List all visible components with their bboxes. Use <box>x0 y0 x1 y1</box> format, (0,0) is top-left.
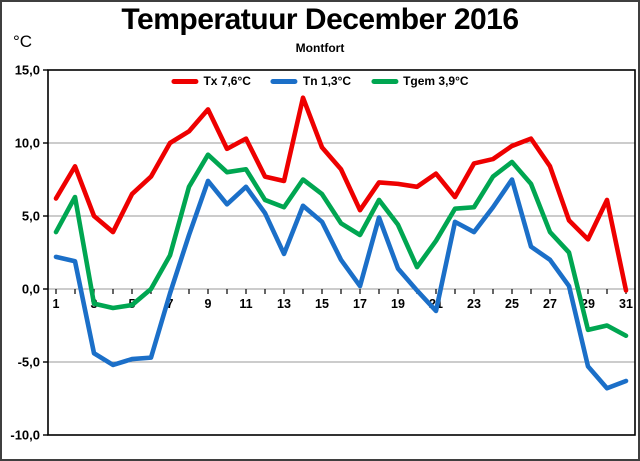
series-line-0 <box>53 95 629 293</box>
tx-line-swatch <box>171 78 199 84</box>
y-tick-label-10: 10,0 <box>15 136 40 151</box>
y-axis-unit-label: °C <box>13 32 33 51</box>
x-tick-label-13: 13 <box>277 297 291 311</box>
x-tick-label-9: 9 <box>205 297 212 311</box>
y-tick-label-15: 15,0 <box>15 63 40 78</box>
x-tick-label-23: 23 <box>467 297 481 311</box>
chart-subtitle: Montfort <box>295 41 345 55</box>
legend-label-tn: Tn 1,3°C <box>302 74 352 88</box>
legend-label-tgem: Tgem 3,9°C <box>403 74 469 88</box>
chart-legend: Tx 7,6°C Tn 1,3°C Tgem 3,9°C <box>171 74 469 88</box>
x-tick-label-19: 19 <box>391 297 405 311</box>
y-tick-label-5: 5,0 <box>22 209 40 224</box>
x-tick-label-11: 11 <box>239 297 252 311</box>
series-line-2 <box>53 152 629 339</box>
tn-line-swatch <box>270 78 298 84</box>
series-line-1 <box>53 177 629 391</box>
legend-item-tn: Tn 1,3°C <box>270 74 352 88</box>
tgem-line-swatch <box>371 78 399 84</box>
chart-title: Temperatuur December 2016 <box>121 3 519 36</box>
y-tick-label--10: -10,0 <box>10 428 40 443</box>
x-tick-label-17: 17 <box>353 297 367 311</box>
x-tick-label-31: 31 <box>619 297 633 311</box>
legend-label-tx: Tx 7,6°C <box>203 74 251 88</box>
plot-frame <box>47 69 636 436</box>
x-tick-label-15: 15 <box>315 297 329 311</box>
legend-item-tgem: Tgem 3,9°C <box>371 74 469 88</box>
x-tick-label-27: 27 <box>543 297 557 311</box>
y-tick-label--5: -5,0 <box>18 355 40 370</box>
legend-item-tx: Tx 7,6°C <box>171 74 251 88</box>
x-tick-label-1: 1 <box>53 297 60 311</box>
y-tick-label-0: 0,0 <box>22 282 40 297</box>
x-tick-label-7: 7 <box>167 297 174 311</box>
x-tick-label-25: 25 <box>505 297 519 311</box>
